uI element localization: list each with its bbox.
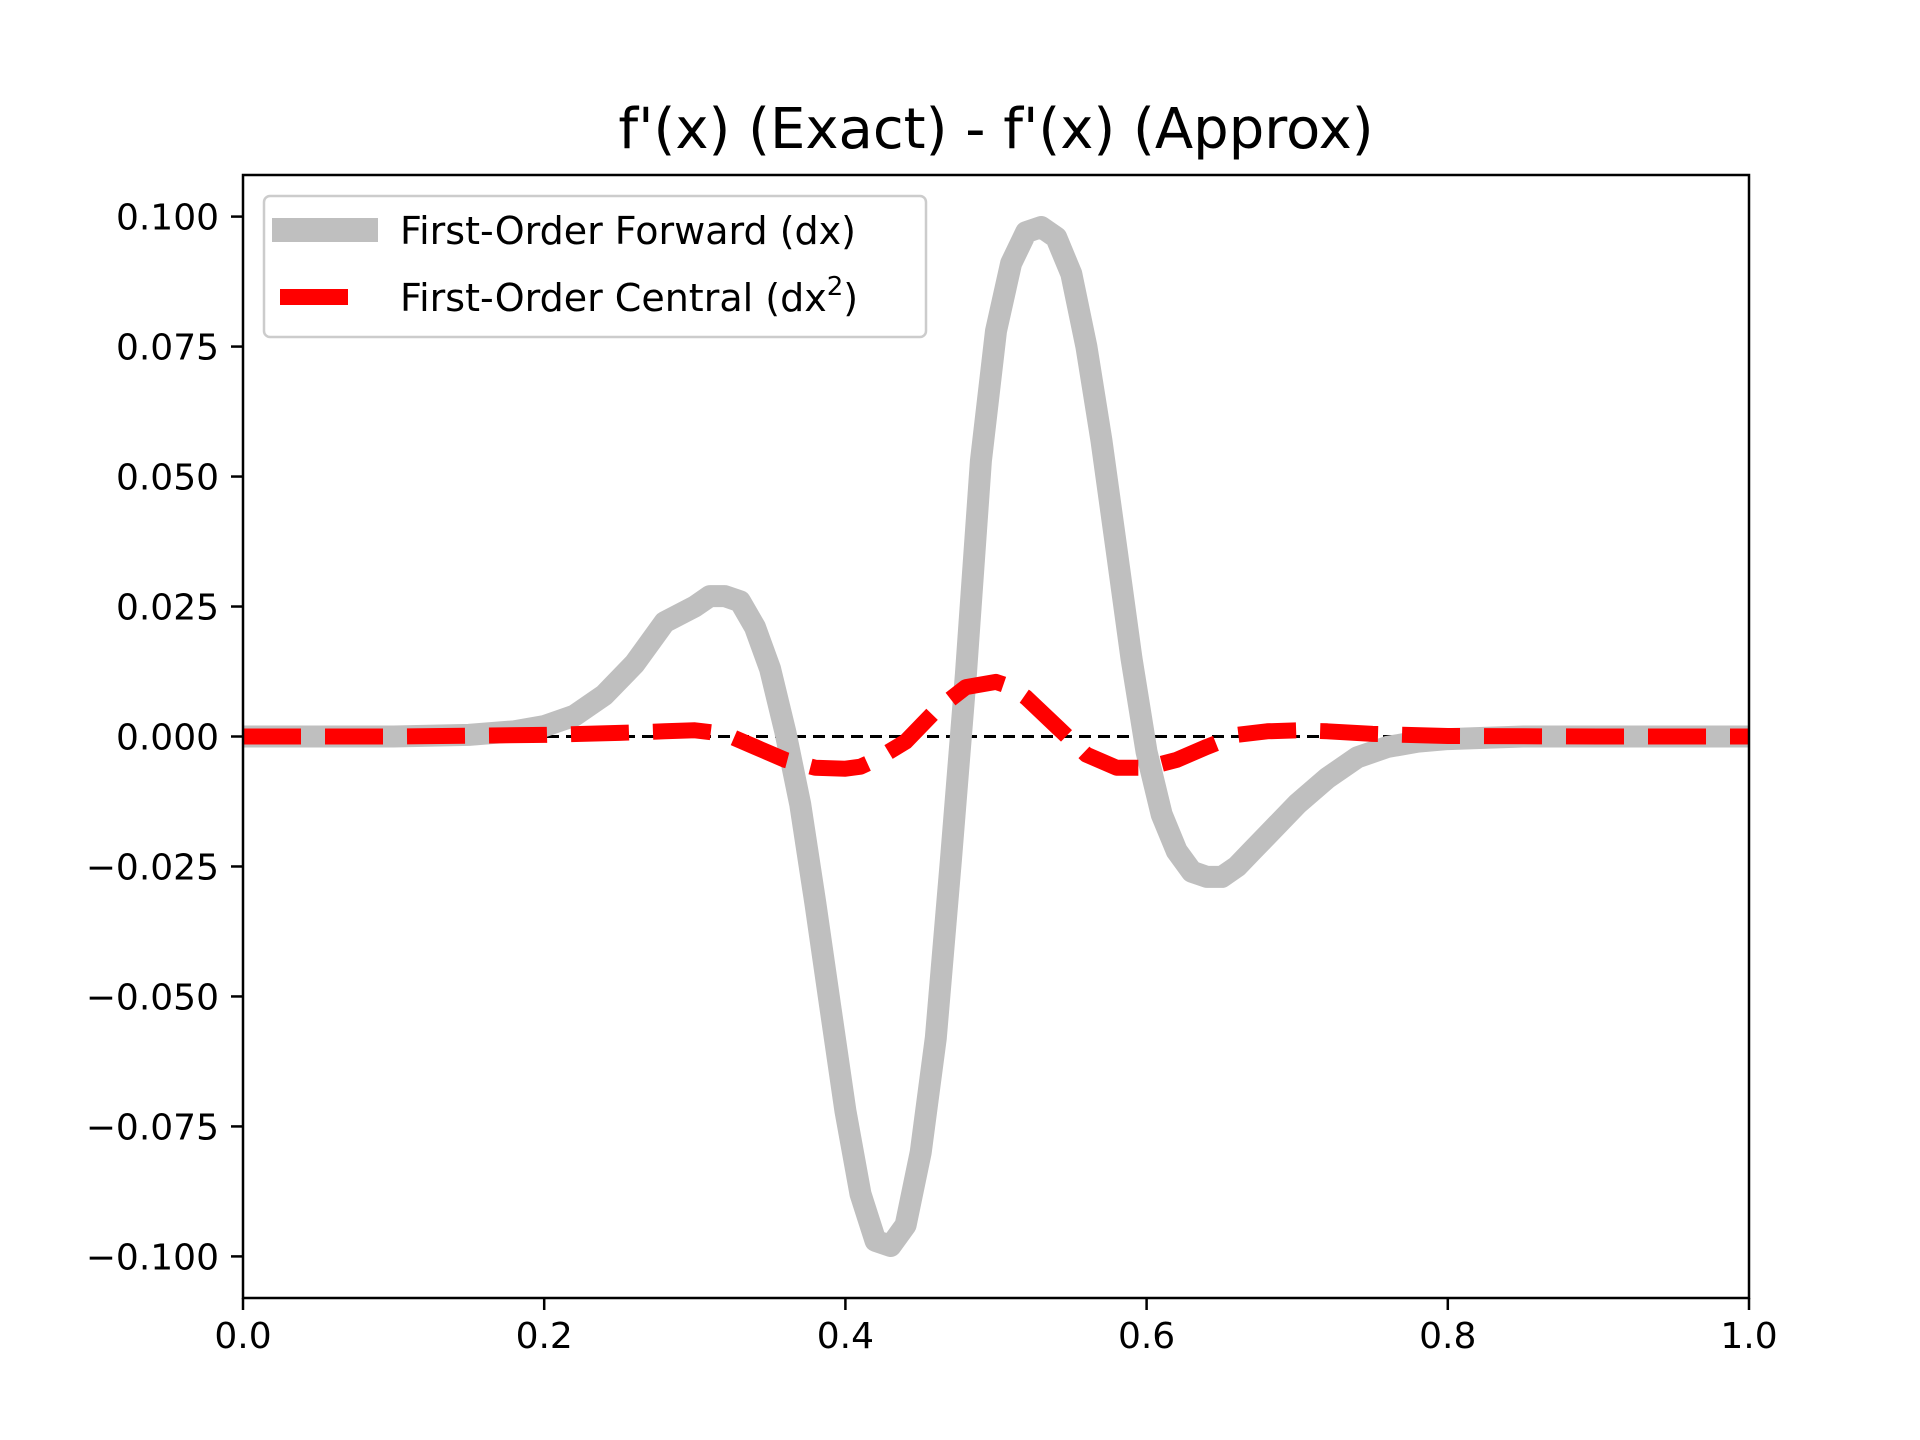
legend-label-central: First-Order Central (dx2) xyxy=(400,272,858,320)
chart-title: f'(x) (Exact) - f'(x) (Approx) xyxy=(618,97,1373,162)
y-tick-label: 0.025 xyxy=(116,588,219,629)
y-tick-label: −0.050 xyxy=(86,977,219,1018)
legend: First-Order Forward (dx) First-Order Cen… xyxy=(262,194,928,339)
y-tick-label: 0.075 xyxy=(116,328,219,369)
y-tick-label: −0.100 xyxy=(86,1237,219,1278)
x-tick-label: 0.8 xyxy=(1419,1316,1476,1357)
x-tick-label: 0.2 xyxy=(516,1316,573,1357)
legend-label-forward: First-Order Forward (dx) xyxy=(400,209,856,253)
x-tick-label: 0.0 xyxy=(214,1316,271,1357)
y-tick-label: −0.075 xyxy=(86,1107,219,1148)
x-tick-label: 0.6 xyxy=(1118,1316,1175,1357)
series-line-forward xyxy=(243,216,1749,1257)
y-tick-label: −0.025 xyxy=(86,847,219,888)
x-tick-label: 0.4 xyxy=(817,1316,874,1357)
y-tick-label: 0.100 xyxy=(116,198,219,239)
y-tick-label: 0.000 xyxy=(116,718,219,759)
series-line-central xyxy=(243,673,1749,777)
legend-box xyxy=(262,194,928,339)
y-tick-label: 0.050 xyxy=(116,458,219,499)
x-tick-label: 1.0 xyxy=(1720,1316,1777,1357)
